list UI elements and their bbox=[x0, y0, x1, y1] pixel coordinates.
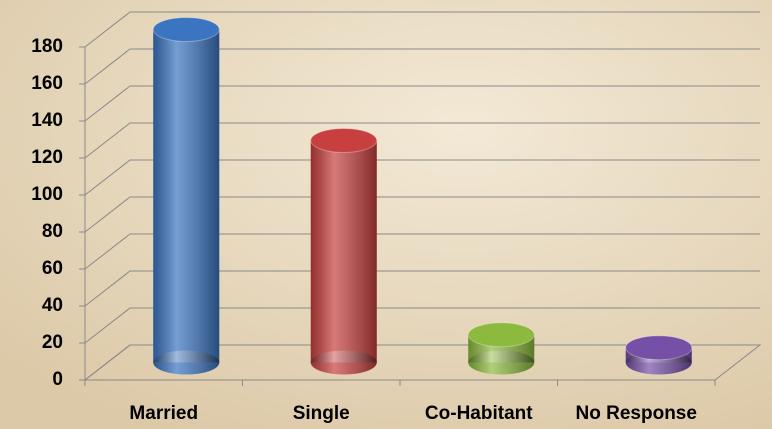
grid-line bbox=[84, 85, 760, 122]
bar-shade bbox=[153, 29, 220, 363]
y-tick-label: 100 bbox=[31, 184, 63, 205]
bar-top bbox=[310, 128, 378, 153]
bar-top bbox=[152, 17, 220, 42]
y-tick-label: 120 bbox=[31, 147, 63, 168]
y-tick-label: 160 bbox=[31, 73, 63, 94]
x-tick-label: Single bbox=[293, 403, 350, 424]
y-tick-label: 140 bbox=[31, 110, 63, 131]
grid-line bbox=[84, 159, 760, 196]
grid-line bbox=[84, 344, 760, 381]
grid-line bbox=[84, 122, 760, 159]
bar-shade bbox=[310, 140, 377, 363]
grid-line bbox=[84, 270, 760, 307]
x-tick-label: No Response bbox=[576, 403, 697, 424]
grid-line bbox=[84, 11, 760, 48]
bar-top bbox=[625, 335, 693, 361]
y-tick-label: 40 bbox=[42, 295, 63, 316]
grid-line bbox=[84, 196, 760, 233]
y-tick-label: 180 bbox=[31, 36, 63, 57]
y-tick-label: 80 bbox=[42, 221, 63, 242]
grid-line bbox=[84, 48, 760, 85]
y-tick-label: 20 bbox=[42, 332, 63, 353]
bar-top bbox=[467, 322, 535, 348]
y-tick-label: 60 bbox=[42, 258, 63, 279]
x-tick-label: Married bbox=[129, 403, 198, 424]
grid-line bbox=[84, 307, 760, 344]
x-tick-label: Co-Habitant bbox=[425, 403, 533, 424]
grid-line bbox=[84, 233, 760, 270]
y-tick-label: 0 bbox=[52, 369, 63, 390]
plot-area: 0 20 40 60 80 100 120 140 160 180 Married Single Co-… bbox=[31, 11, 762, 424]
